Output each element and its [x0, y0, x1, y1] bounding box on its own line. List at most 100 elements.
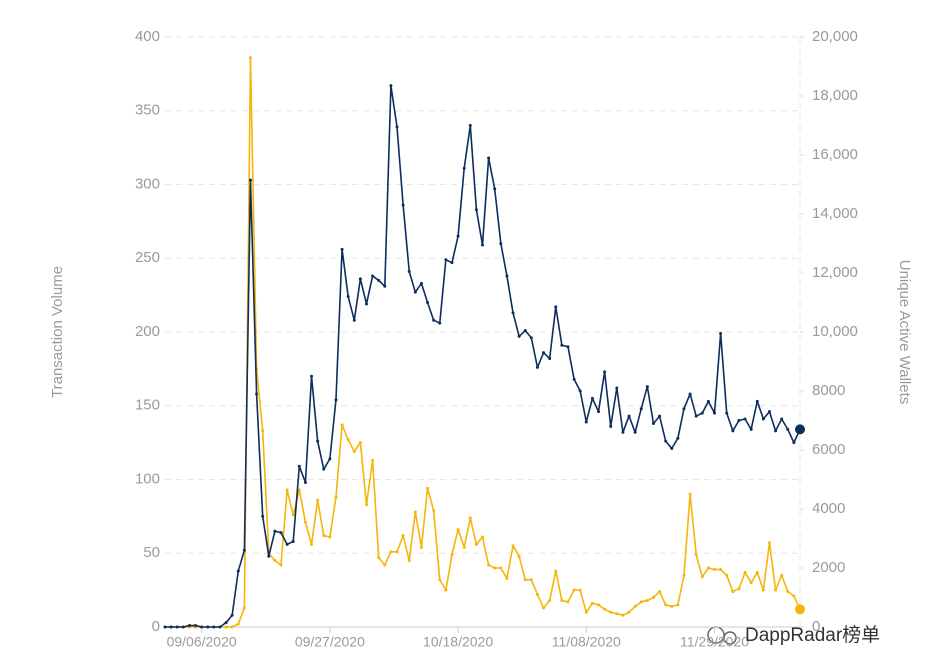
data-point	[499, 242, 503, 245]
data-point	[670, 604, 674, 608]
data-point	[529, 336, 533, 340]
data-point	[731, 590, 735, 594]
data-point	[615, 386, 619, 390]
data-point	[389, 84, 393, 88]
data-point	[297, 488, 301, 492]
data-point	[481, 535, 484, 539]
data-point	[578, 588, 582, 592]
data-point	[743, 570, 747, 574]
data-point	[511, 311, 515, 315]
data-point	[358, 441, 362, 445]
data-point	[737, 419, 741, 422]
data-point	[566, 345, 570, 349]
data-point	[432, 318, 436, 322]
data-point	[163, 625, 167, 629]
data-point	[450, 261, 454, 265]
data-point	[621, 430, 625, 434]
data-point	[401, 534, 405, 538]
data-point	[377, 556, 381, 560]
y-tick-label: 350	[135, 102, 160, 119]
y-tick-label: 100	[135, 470, 160, 487]
data-point	[609, 610, 613, 614]
data-point	[316, 439, 320, 443]
data-point	[792, 441, 796, 445]
data-point	[682, 573, 686, 577]
data-point	[639, 407, 643, 411]
y2-axis-title: Unique Active Wallets	[896, 260, 913, 405]
data-point	[572, 377, 576, 381]
data-point	[340, 423, 344, 427]
data-point	[786, 427, 790, 431]
data-point	[438, 578, 442, 582]
data-point	[255, 392, 259, 396]
data-point	[364, 503, 368, 507]
y2-tick-label: 20,000	[812, 28, 858, 45]
data-point	[719, 331, 723, 335]
y2-tick-label: 4000	[812, 500, 845, 517]
data-point	[694, 553, 698, 557]
data-point	[236, 569, 240, 573]
data-point	[291, 513, 295, 517]
data-point	[767, 410, 771, 414]
data-point	[633, 604, 637, 608]
data-point	[377, 278, 381, 282]
data-point	[590, 601, 594, 605]
y2-tick-label: 18,000	[812, 87, 858, 104]
data-point	[688, 392, 692, 396]
data-point	[621, 613, 625, 617]
data-point	[401, 203, 405, 207]
data-point	[755, 399, 759, 403]
data-point	[316, 498, 320, 502]
data-point	[780, 417, 784, 421]
data-point	[267, 554, 271, 558]
data-point	[493, 187, 497, 191]
data-point	[468, 516, 472, 520]
data-point	[499, 566, 503, 570]
data-point	[322, 534, 326, 538]
y2-tick-label: 8000	[812, 382, 845, 399]
data-point	[371, 274, 375, 278]
data-point	[419, 545, 423, 549]
data-point	[169, 625, 173, 629]
data-point	[554, 569, 558, 573]
data-point	[322, 467, 326, 471]
data-point	[517, 554, 521, 558]
data-point	[279, 531, 283, 535]
data-point	[242, 606, 246, 610]
data-point	[236, 622, 240, 626]
data-point	[462, 545, 466, 549]
data-point	[413, 510, 417, 514]
data-point	[609, 424, 613, 428]
data-point	[511, 544, 515, 548]
data-point	[407, 270, 411, 274]
data-point	[248, 56, 252, 60]
data-point	[450, 553, 454, 557]
data-point	[352, 318, 356, 322]
x-tick-label: 10/18/2020	[423, 634, 493, 650]
data-point	[688, 492, 692, 496]
data-point	[383, 563, 387, 567]
data-point	[651, 596, 655, 599]
data-point	[273, 559, 277, 563]
data-point	[676, 603, 680, 607]
data-point	[346, 295, 350, 299]
data-point	[273, 529, 277, 533]
data-point	[535, 365, 539, 369]
data-point	[706, 399, 710, 403]
data-point	[749, 427, 753, 431]
data-point	[529, 578, 533, 582]
data-point	[597, 603, 601, 607]
data-point	[212, 625, 216, 629]
data-point	[664, 439, 668, 443]
data-point	[749, 581, 753, 585]
data-point	[328, 457, 332, 461]
data-point	[487, 156, 491, 160]
data-point	[670, 447, 674, 451]
y2-tick-label: 0	[812, 618, 820, 635]
data-point	[426, 486, 430, 490]
y2-tick-label: 16,000	[812, 146, 858, 163]
y-axis-title: Transaction Volume	[49, 266, 66, 398]
x-tick-label: 09/27/2020	[295, 634, 365, 650]
data-point	[218, 625, 222, 629]
data-point	[279, 563, 283, 567]
